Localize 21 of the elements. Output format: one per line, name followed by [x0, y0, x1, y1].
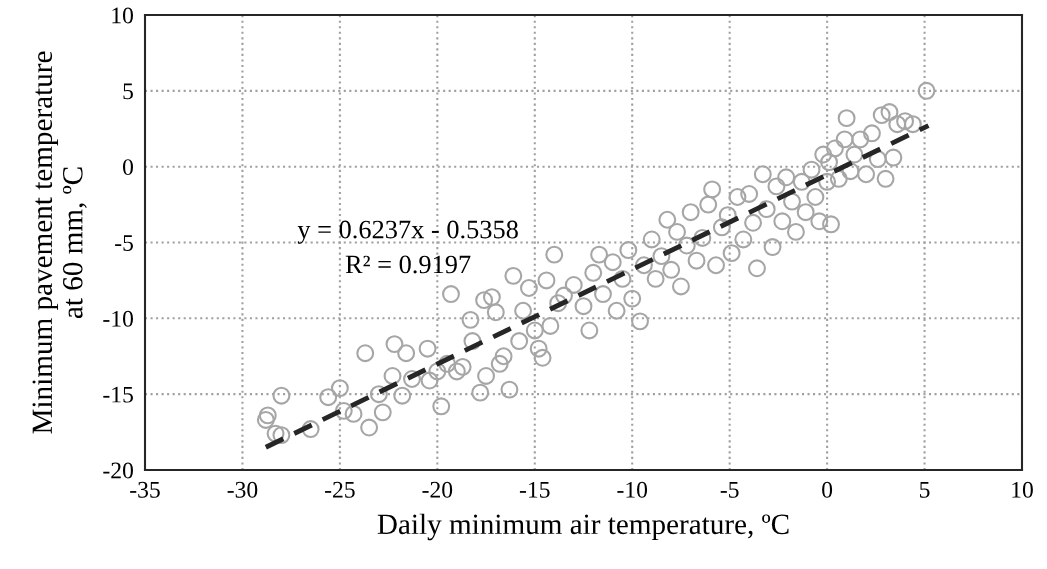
x-tick-label: -20 [422, 481, 453, 498]
y-axis-title: Minimum pavement temperature at 60 mm, ºC [32, 51, 87, 434]
x-tick-label: -5 [720, 482, 739, 498]
y-tick-label: 0 [122, 159, 133, 176]
annotation: y = 0.6237x - 0.5358 [297, 220, 518, 244]
x-tick-label: 5 [920, 482, 930, 498]
y-tick-label: 10 [112, 7, 133, 24]
x-tick-label: 0 [822, 481, 833, 498]
x-tick-label: -30 [227, 481, 258, 498]
x-tick-label: 10 [1012, 481, 1033, 498]
y-tick-label: -5 [115, 235, 133, 251]
x-tick-label: -25 [325, 481, 355, 498]
annotation: R² = 0.9197 [345, 255, 471, 274]
y-tick-label: -15 [103, 386, 133, 403]
x-tick-label: -15 [519, 481, 550, 498]
x-tick-label: -10 [617, 481, 648, 498]
x-tick-label: -35 [130, 481, 160, 498]
y-tick-label: 5 [123, 83, 133, 100]
x-axis-title: Daily minimum air temperature, ºC [377, 513, 789, 541]
y-tick-label: -10 [103, 310, 133, 327]
y-tick-label: -20 [103, 462, 133, 479]
